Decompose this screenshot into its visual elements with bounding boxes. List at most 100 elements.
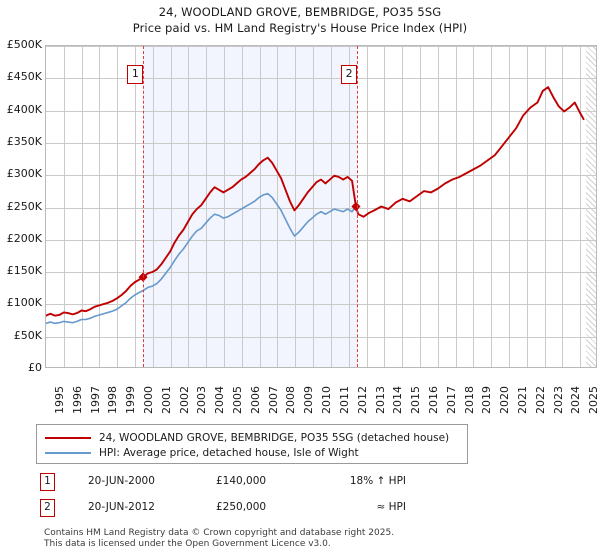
gridline-vertical <box>135 46 137 367</box>
gridline-vertical <box>526 46 528 367</box>
x-axis-tick-label: 2021 <box>515 386 529 414</box>
x-axis-tick-label: 2018 <box>462 386 476 414</box>
title-subtitle: Price paid vs. HM Land Registry's House … <box>132 21 468 35</box>
transaction-hpi-delta-1: 18% ↑ HPI <box>349 475 406 487</box>
transaction-price-1: £140,000 <box>216 475 267 487</box>
gridline-vertical <box>295 46 297 367</box>
y-axis-tick-label: £400K <box>6 102 42 116</box>
gridline-vertical <box>366 46 368 367</box>
y-axis-tick-label: £500K <box>6 38 42 51</box>
gridline-vertical <box>224 46 226 367</box>
table-row[interactable]: 1 20-JUN-2000 £140,000 18% ↑ HPI <box>40 472 470 498</box>
transactions-table: 1 20-JUN-2000 £140,000 18% ↑ HPI 2 20-JU… <box>40 472 470 524</box>
gridline-horizontal <box>46 304 596 306</box>
y-axis-tick-label: £350K <box>6 134 42 148</box>
transaction-date-2: 20-JUN-2012 <box>88 501 155 513</box>
x-axis-tick-label: 2017 <box>444 386 458 414</box>
x-axis-tick-label: 2005 <box>231 386 245 414</box>
x-axis-tick-label: 1996 <box>70 386 84 414</box>
gridline-horizontal <box>46 142 596 144</box>
gridline-vertical <box>117 46 119 367</box>
legend-label-hpi: HPI: Average price, detached house, Isle… <box>99 446 359 459</box>
table-row[interactable]: 2 20-JUN-2012 £250,000 ≈ HPI <box>40 498 470 524</box>
gridline-vertical <box>419 46 421 367</box>
gridline-horizontal <box>46 272 596 274</box>
x-axis-tick-label: 2015 <box>409 386 423 414</box>
projected-period-band <box>585 46 596 367</box>
y-axis-tick-label: £250K <box>6 199 42 213</box>
x-axis-tick-label: 1995 <box>53 386 66 414</box>
x-axis-tick-label: 2002 <box>177 386 191 414</box>
x-axis-tick-label: 2000 <box>142 386 156 414</box>
x-axis-tick-label: 2008 <box>284 386 298 414</box>
gridline-horizontal <box>46 46 596 47</box>
x-axis-tick-label: 2023 <box>551 386 565 414</box>
gridline-vertical <box>330 46 332 367</box>
sale-date-line-2 <box>357 46 359 367</box>
transaction-badge-2: 2 <box>40 499 55 517</box>
gridline-horizontal <box>46 239 596 241</box>
sale-point-marker-1[interactable] <box>138 272 148 282</box>
x-axis-tick-label: 1997 <box>88 386 102 414</box>
gridline-vertical <box>99 46 101 367</box>
y-axis-tick-label: £450K <box>6 70 42 84</box>
chart-legend: 24, WOODLAND GROVE, BEMBRIDGE, PO35 5SG … <box>36 424 468 464</box>
gridline-horizontal <box>46 78 596 80</box>
gridline-vertical <box>580 46 582 367</box>
gridline-vertical <box>259 46 261 367</box>
x-axis-tick-label: 2025 <box>587 386 600 414</box>
x-axis-tick-label: 2001 <box>159 386 173 414</box>
gridline-vertical <box>402 46 404 367</box>
series-lines <box>46 46 596 367</box>
x-axis-tick-label: 2009 <box>302 386 316 414</box>
gridline-vertical <box>437 46 439 367</box>
transaction-badge-1: 1 <box>40 473 55 491</box>
x-axis-tick-label: 2012 <box>355 386 369 414</box>
gridline-vertical <box>384 46 386 367</box>
legend-label-property: 24, WOODLAND GROVE, BEMBRIDGE, PO35 5SG … <box>99 431 450 444</box>
y-axis-tick-label: £150K <box>6 264 42 278</box>
ownership-period-band <box>143 46 358 367</box>
title-address: 24, WOODLAND GROVE, BEMBRIDGE, PO35 5SG <box>158 5 442 19</box>
x-axis-tick-label: 2011 <box>337 386 351 414</box>
y-axis-tick-label: £100K <box>6 296 42 310</box>
page-title: 24, WOODLAND GROVE, BEMBRIDGE, PO35 5SG … <box>0 4 600 36</box>
transaction-hpi-delta-2: ≈ HPI <box>376 501 406 513</box>
gridline-vertical <box>544 46 546 367</box>
gridline-horizontal <box>46 110 596 112</box>
legend-swatch-property <box>45 436 91 439</box>
gridline-vertical <box>313 46 315 367</box>
gridline-vertical <box>491 46 493 367</box>
gridline-vertical <box>508 46 510 367</box>
x-axis-tick-label: 2014 <box>391 386 405 414</box>
x-axis-tick-label: 2003 <box>195 386 209 414</box>
x-axis-tick-label: 2022 <box>533 386 547 414</box>
gridline-vertical <box>348 46 350 367</box>
gridline-vertical <box>152 46 154 367</box>
x-axis-tick-label: 2016 <box>426 386 440 414</box>
gridline-vertical <box>473 46 475 367</box>
sale-flag-1[interactable]: 1 <box>127 65 144 84</box>
legend-swatch-hpi <box>45 451 91 454</box>
x-axis-tick-label: 2020 <box>498 386 512 414</box>
gridline-vertical <box>455 46 457 367</box>
gridline-horizontal <box>46 336 596 338</box>
x-axis-tick-label: 2010 <box>320 386 334 414</box>
footer-line-2: This data is licensed under the Open Gov… <box>44 539 331 549</box>
y-axis-labels: £0 £50K £100K £150K £200K £250K £300K £350K £400… <box>0 39 45 373</box>
chart-container: £0 £50K £100K £150K £200K £250K £300K £350K £400… <box>0 39 600 414</box>
legend-item-property: 24, WOODLAND GROVE, BEMBRIDGE, PO35 5SG … <box>45 430 459 445</box>
gridline-vertical <box>188 46 190 367</box>
gridline-vertical <box>241 46 243 367</box>
x-axis-tick-label: 2006 <box>248 386 262 414</box>
copyright-footer: Contains HM Land Registry data © Crown c… <box>44 528 564 550</box>
x-axis-tick-label: 1999 <box>124 386 138 414</box>
transaction-date-1: 20-JUN-2000 <box>88 475 155 487</box>
gridline-vertical <box>206 46 208 367</box>
y-axis-tick-label: £300K <box>6 167 42 181</box>
transaction-price-2: £250,000 <box>216 501 267 513</box>
y-axis-tick-label: £50K <box>13 328 42 342</box>
sale-flag-2[interactable]: 2 <box>341 65 358 84</box>
